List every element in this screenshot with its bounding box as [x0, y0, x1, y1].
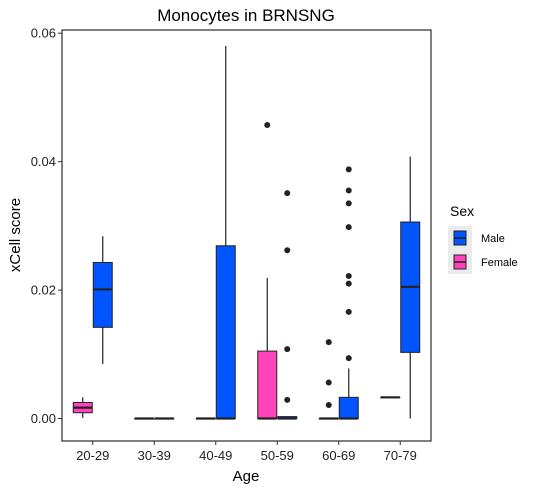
- x-tick-label: 50-59: [261, 448, 294, 463]
- outlier-point: [284, 396, 291, 403]
- y-axis-title: xCell score: [7, 198, 24, 272]
- box-group: [195, 417, 216, 420]
- x-axis-title: Age: [233, 468, 260, 485]
- legend-label: Male: [481, 233, 505, 245]
- x-axis: 20-29 30-39 40-49 50-59 60-69 70-79: [76, 441, 417, 463]
- box-rect: [338, 396, 359, 420]
- outlier-point: [264, 122, 271, 129]
- box-group: [134, 417, 155, 420]
- box-group: [277, 190, 298, 420]
- x-tick-label: 30-39: [138, 448, 171, 463]
- outlier-point: [345, 355, 352, 362]
- x-tick-label: 70-79: [384, 448, 417, 463]
- outlier-point: [345, 272, 352, 279]
- outlier-point: [345, 166, 352, 173]
- box-group: [338, 166, 359, 420]
- box-rect: [92, 261, 113, 328]
- outlier-point: [345, 308, 352, 315]
- outlier-point: [345, 187, 352, 194]
- box-group: [257, 122, 278, 420]
- x-tick-label: 60-69: [322, 448, 355, 463]
- box-group: [92, 236, 113, 364]
- chart-title: Monocytes in BRNSNG: [157, 6, 335, 25]
- boxes-layer: [72, 46, 421, 420]
- box-group: [400, 156, 421, 419]
- y-tick-label: 0.02: [31, 283, 56, 298]
- outlier-point: [284, 346, 291, 353]
- outlier-point: [325, 402, 332, 409]
- y-tick-label: 0.06: [31, 26, 56, 41]
- outlier-point: [345, 200, 352, 207]
- outlier-point: [345, 280, 352, 287]
- x-tick-label: 40-49: [199, 448, 232, 463]
- outlier-point: [345, 224, 352, 231]
- box-group: [72, 397, 93, 418]
- plot-border: [61, 29, 432, 442]
- box-rect: [257, 350, 278, 420]
- box-group: [215, 46, 236, 420]
- outlier-point: [284, 190, 291, 197]
- y-axis: 0.00 0.02 0.04 0.06: [31, 26, 62, 426]
- y-tick-label: 0.04: [31, 154, 56, 169]
- x-tick-label: 20-29: [76, 448, 109, 463]
- legend-title: Sex: [450, 203, 474, 219]
- box-rect: [215, 245, 236, 420]
- outlier-point: [325, 339, 332, 346]
- plot-panel: 0.00 0.02 0.04 0.06 20-29 30-39 40-49 50-59 60-…: [31, 26, 432, 463]
- box-group: [154, 417, 175, 420]
- legend: Sex Male Female: [448, 203, 518, 274]
- outlier-point: [284, 247, 291, 254]
- box-group: [380, 396, 401, 399]
- outlier-point: [325, 379, 332, 386]
- legend-label: Female: [481, 257, 518, 269]
- y-tick-label: 0.00: [31, 411, 56, 426]
- box-group: [318, 339, 339, 420]
